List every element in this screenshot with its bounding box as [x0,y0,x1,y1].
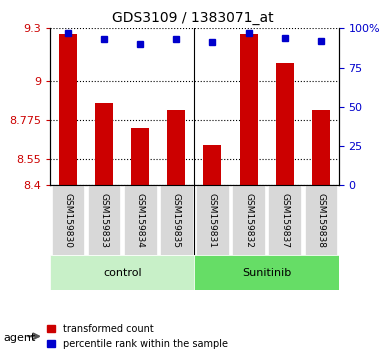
FancyBboxPatch shape [124,185,157,255]
Bar [276,63,294,185]
Text: GSM159835: GSM159835 [172,193,181,248]
FancyBboxPatch shape [52,185,84,255]
Bar [59,34,77,185]
Text: agent: agent [4,333,36,343]
Bar [312,110,330,185]
FancyBboxPatch shape [50,255,194,290]
Text: Sunitinib: Sunitinib [242,268,291,278]
Text: GSM159831: GSM159831 [208,193,217,248]
Text: GDS3109 / 1383071_at: GDS3109 / 1383071_at [112,11,273,25]
FancyBboxPatch shape [88,185,121,255]
FancyBboxPatch shape [268,185,301,255]
FancyBboxPatch shape [196,185,229,255]
FancyBboxPatch shape [194,255,339,290]
FancyBboxPatch shape [305,185,337,255]
Bar [131,128,149,185]
Legend: transformed count, percentile rank within the sample: transformed count, percentile rank withi… [44,320,232,353]
Text: GSM159830: GSM159830 [64,193,73,248]
Bar [203,145,221,185]
Text: GSM159838: GSM159838 [316,193,325,248]
Bar [167,110,186,185]
Text: control: control [103,268,142,278]
Text: GSM159834: GSM159834 [136,193,145,248]
Text: GSM159832: GSM159832 [244,193,253,248]
Bar [95,103,113,185]
FancyBboxPatch shape [160,185,192,255]
Bar [239,34,258,185]
Text: GSM159833: GSM159833 [100,193,109,248]
FancyBboxPatch shape [232,185,265,255]
Text: GSM159837: GSM159837 [280,193,289,248]
